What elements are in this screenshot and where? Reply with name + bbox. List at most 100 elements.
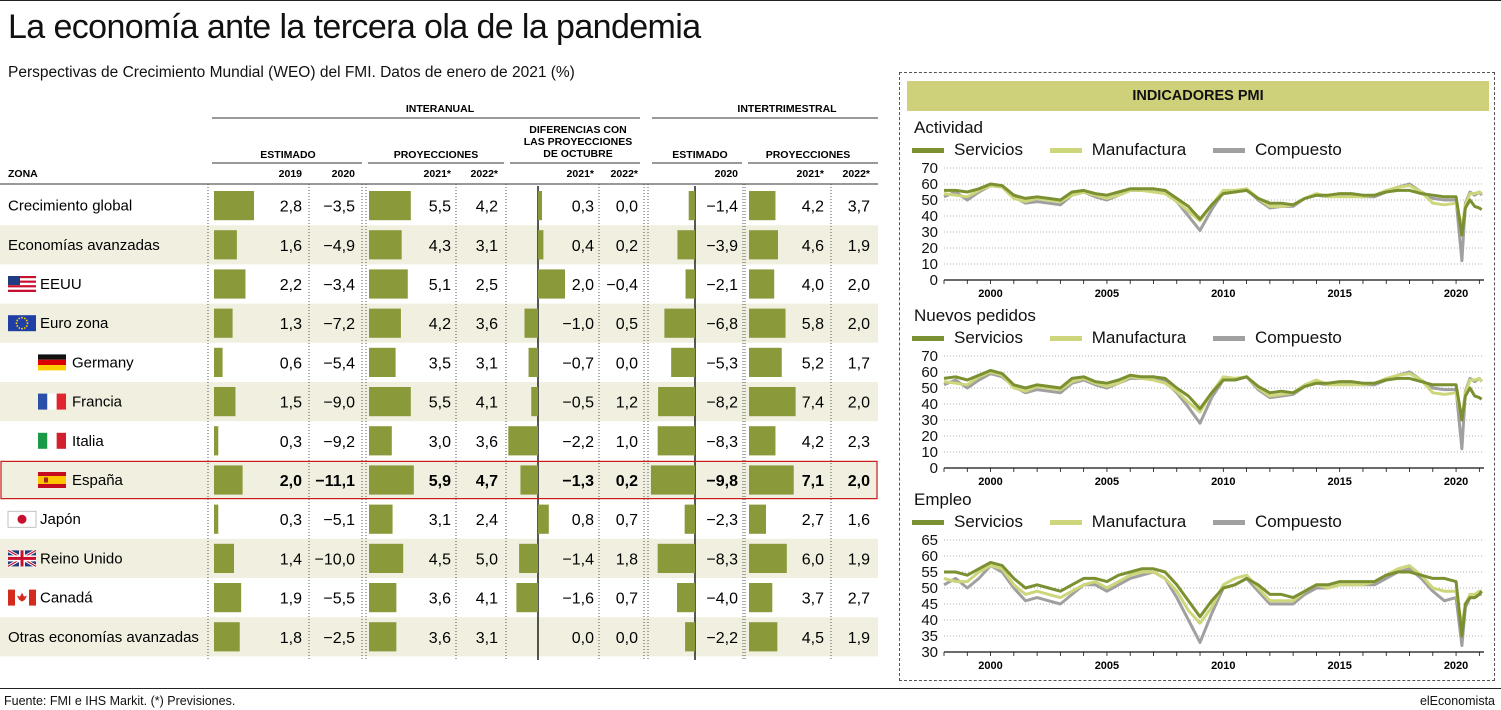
- row-value: 7,4: [802, 395, 824, 412]
- row-value: 4,0: [802, 277, 824, 294]
- pmi-chart-title: Nuevos pedidos: [914, 306, 1036, 325]
- table-bar: [538, 269, 565, 299]
- flag-star: [23, 327, 26, 329]
- year-header: 2021*: [567, 168, 595, 180]
- row-stripe: [0, 382, 878, 422]
- year-header: 2022*: [611, 168, 639, 180]
- row-value: 0,3: [280, 434, 302, 451]
- row-value: −1,0: [562, 316, 594, 333]
- flag-ca-icon: [8, 589, 36, 606]
- row-value: −5,5: [323, 591, 355, 608]
- legend-label: Manufactura: [1091, 140, 1187, 159]
- pmi-y-tick: 60: [921, 176, 938, 193]
- row-value: −1,4: [706, 199, 738, 216]
- table-bar: [369, 465, 414, 495]
- row-value: 1,4: [280, 551, 302, 568]
- page-subtitle: Perspectivas de Crecimiento Mundial (WEO…: [8, 64, 575, 81]
- legend-item-manufactura: Manufactura: [1049, 328, 1186, 348]
- flag-it-icon: [38, 432, 66, 449]
- row-value: −8,3: [706, 434, 738, 451]
- row-zona-label: Italia: [72, 433, 104, 450]
- pmi-x-tick: 2000: [978, 660, 1002, 672]
- row-value: −5,4: [323, 355, 355, 372]
- table-bar: [749, 191, 776, 221]
- pmi-legend: Servicios Manufactura Compuesto: [912, 328, 1364, 348]
- row-value: −9,0: [323, 395, 355, 412]
- row-stripe: [0, 460, 878, 500]
- flag-star: [21, 327, 23, 330]
- subheader-diferencias: DE OCTUBRE: [543, 148, 612, 160]
- row-value: −0,7: [562, 355, 594, 372]
- row-value: 1,0: [616, 434, 638, 451]
- row-value: −0,5: [562, 395, 594, 412]
- subheader-proyecciones-q: PROYECCIONES: [766, 149, 851, 161]
- table-bar: [369, 308, 401, 338]
- row-value: 3,1: [476, 238, 498, 255]
- pmi-header: INDICADORES PMI: [907, 81, 1489, 111]
- row-value: 4,6: [802, 238, 824, 255]
- table-bar: [369, 191, 411, 221]
- table-bar: [524, 308, 538, 338]
- row-value: −2,2: [562, 434, 594, 451]
- row-value: 4,3: [429, 238, 451, 255]
- row-zona-label: Euro zona: [40, 315, 109, 332]
- row-value: 5,8: [802, 316, 824, 333]
- table-bar: [650, 465, 695, 495]
- row-value: 7,1: [802, 473, 824, 490]
- flag-stripe: [8, 287, 36, 290]
- row-value: −5,1: [323, 512, 355, 529]
- row-zona-label: Canadá: [40, 590, 93, 607]
- pmi-series-manufactura: [943, 564, 1482, 628]
- flag-star: [25, 325, 28, 327]
- pmi-y-tick: 50: [921, 192, 938, 209]
- legend-item-servicios: Servicios: [912, 328, 1023, 348]
- table-bar: [528, 347, 538, 377]
- row-value: 0,0: [616, 199, 638, 216]
- row-value: 1,9: [848, 551, 870, 568]
- row-zona-label: Otras economías avanzadas: [8, 629, 199, 646]
- table-bar: [214, 543, 235, 573]
- pmi-chart-nuevos-pedidos: 0 10 20 30 40 50 60 70 2000 2005 2010 2015 2020 Nuev…: [904, 306, 1494, 492]
- table-bar: [688, 191, 695, 221]
- row-value: 0,0: [572, 630, 594, 647]
- flag-emblem: [44, 477, 48, 483]
- pmi-x-tick: 2000: [978, 288, 1002, 300]
- page-title: La economía ante la tercera ola de la pa…: [8, 8, 701, 46]
- flag-disc: [17, 514, 27, 524]
- table-bar: [214, 504, 219, 534]
- row-value: 0,6: [280, 355, 302, 372]
- row-value: 2,0: [848, 316, 870, 333]
- table-bar: [658, 387, 695, 417]
- pmi-y-tick: 20: [921, 428, 938, 445]
- row-value: 5,9: [429, 473, 451, 490]
- pmi-chart-empleo: 30 35 40 45 50 55 60 65 2000 2005 2010 2015 2020 Emp…: [904, 490, 1494, 676]
- flag-us-icon: [8, 276, 36, 292]
- legend-swatch-servicios: [912, 336, 944, 342]
- flag-uk-icon: [7, 549, 37, 568]
- row-value: 0,0: [616, 630, 638, 647]
- subheader-diferencias: LAS PROYECCIONES: [524, 136, 633, 148]
- row-value: −11,1: [315, 473, 355, 490]
- table-bar: [214, 465, 243, 495]
- table-bar: [369, 583, 397, 613]
- row-zona-label: Reino Unido: [40, 550, 123, 567]
- year-header: 2021*: [797, 168, 825, 180]
- flag-band: [47, 393, 57, 410]
- row-value: −2,1: [706, 277, 738, 294]
- pmi-x-tick: 2015: [1327, 660, 1351, 672]
- pmi-y-tick: 45: [921, 596, 938, 613]
- table-bar: [749, 230, 778, 260]
- flag-band: [38, 393, 48, 410]
- row-value: −4,0: [706, 591, 738, 608]
- flag-band: [56, 432, 66, 449]
- row-value: 5,5: [429, 395, 451, 412]
- row-zona-label: Crecimiento global: [8, 198, 132, 215]
- row-value: −9,8: [706, 473, 738, 490]
- brand-logo: elEconomista: [1419, 694, 1495, 708]
- table-bar: [685, 622, 695, 652]
- legend-swatch-compuesto: [1212, 520, 1245, 526]
- year-header: 2020: [715, 168, 739, 180]
- flag-de-icon: [38, 354, 66, 371]
- pmi-y-tick: 0: [930, 272, 938, 289]
